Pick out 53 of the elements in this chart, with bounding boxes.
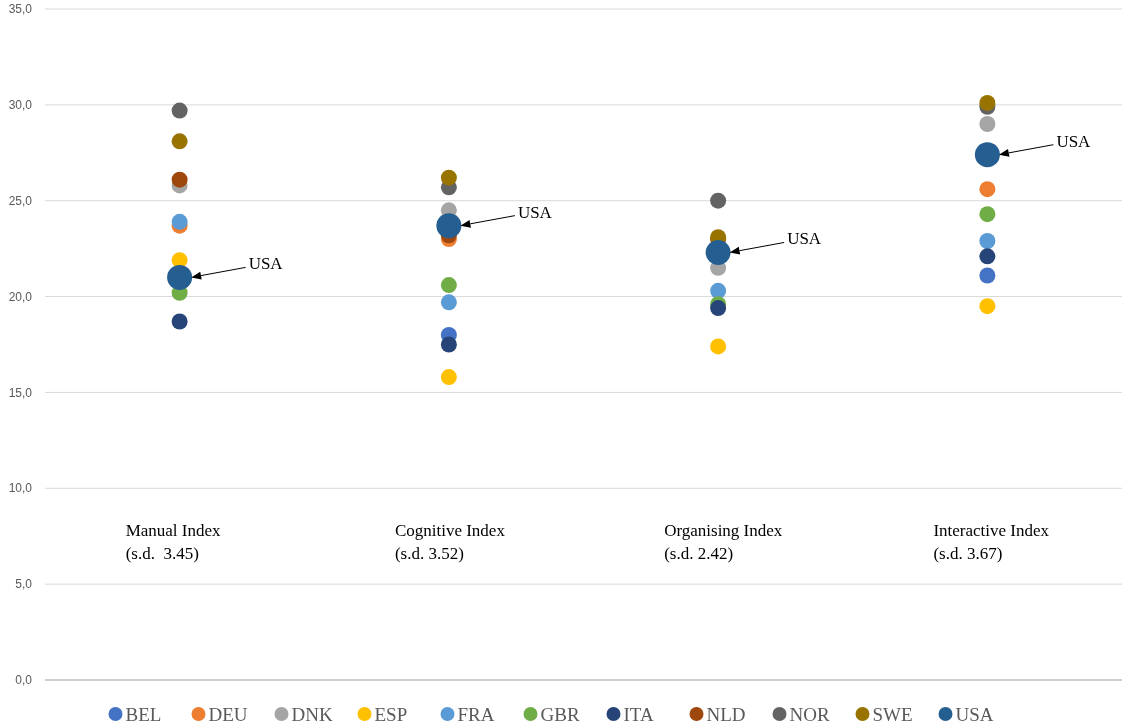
point: [979, 298, 996, 315]
y-tick-label: 25,0: [8, 193, 33, 208]
point: [710, 282, 727, 299]
x-tick-label: Cognitive Index (s.d. 3.52): [394, 521, 506, 564]
point: [171, 313, 188, 330]
x-tick-label: Manual Index (s.d. 3.45): [125, 521, 222, 564]
legend-label: DNK: [291, 703, 333, 725]
y-tick-label: 15,0: [8, 385, 33, 400]
annotation: USA: [1056, 131, 1092, 151]
legend-label: DEU: [208, 703, 248, 725]
point: [171, 102, 188, 119]
point: [710, 192, 727, 209]
annotation: USA: [787, 229, 822, 249]
point: [440, 169, 457, 186]
legend-label: ITA: [623, 703, 654, 725]
y-tick-label: 0,0: [15, 673, 33, 688]
point: [979, 181, 996, 198]
point: [440, 336, 457, 353]
annotation: USA: [248, 254, 284, 274]
y-tick-label: 10,0: [8, 481, 33, 496]
legend-label: FRA: [457, 703, 495, 725]
legend-label: NOR: [789, 703, 830, 725]
point: [710, 300, 727, 317]
point: [171, 171, 188, 188]
point: [440, 277, 457, 294]
point: [979, 94, 996, 111]
x-tick-label: Organising Index (s.d. 2.42): [664, 521, 783, 564]
x-tick-label: Interactive Index (s.d. 3.67): [933, 521, 1050, 564]
point: [440, 294, 457, 311]
point: [167, 264, 193, 290]
point: [979, 232, 996, 249]
legend-label: NLD: [706, 703, 746, 725]
y-tick-label: 35,0: [8, 2, 33, 17]
annotation: USA: [517, 202, 553, 222]
legend-label: GBR: [540, 703, 580, 725]
y-tick-label: 5,0: [15, 577, 33, 592]
point: [979, 206, 996, 223]
point: [979, 116, 996, 133]
point: [705, 239, 731, 265]
point: [974, 142, 1000, 168]
legend-label: USA: [955, 703, 994, 725]
legend-label: BEL: [125, 703, 162, 725]
legend-label: SWE: [872, 703, 913, 725]
point: [440, 369, 457, 386]
point: [979, 248, 996, 265]
point: [171, 133, 188, 150]
legend-label: ESP: [374, 703, 408, 725]
y-tick-label: 30,0: [8, 98, 33, 113]
point: [436, 213, 462, 239]
y-tick-label: 20,0: [8, 289, 33, 304]
point: [171, 213, 188, 230]
point: [979, 267, 996, 284]
point: [710, 338, 727, 355]
